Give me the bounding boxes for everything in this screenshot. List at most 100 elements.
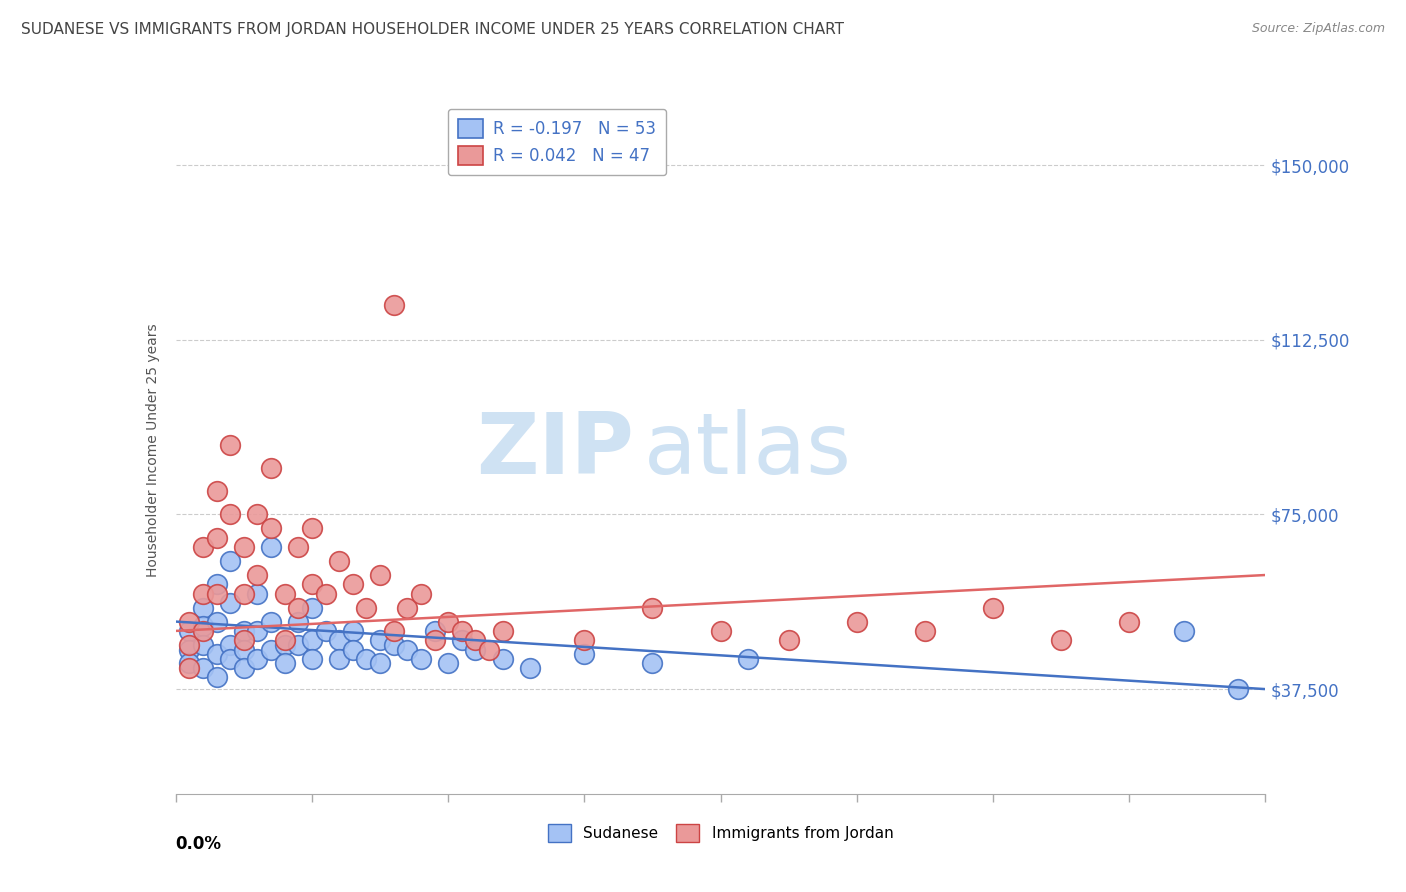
Point bbox=[232, 642, 254, 657]
Point bbox=[179, 657, 201, 671]
Point bbox=[205, 615, 228, 629]
Point bbox=[179, 624, 201, 638]
Point bbox=[382, 638, 405, 652]
Point bbox=[232, 633, 254, 648]
Point bbox=[287, 540, 309, 554]
Point bbox=[205, 670, 228, 684]
Text: ZIP: ZIP bbox=[475, 409, 633, 492]
Text: SUDANESE VS IMMIGRANTS FROM JORDAN HOUSEHOLDER INCOME UNDER 25 YEARS CORRELATION: SUDANESE VS IMMIGRANTS FROM JORDAN HOUSE… bbox=[21, 22, 844, 37]
Point bbox=[205, 531, 228, 545]
Point bbox=[464, 642, 486, 657]
Point bbox=[328, 652, 350, 666]
Point bbox=[260, 461, 283, 475]
Point bbox=[464, 633, 486, 648]
Point bbox=[409, 652, 432, 666]
Point bbox=[246, 587, 269, 601]
Point bbox=[356, 652, 378, 666]
Point bbox=[191, 600, 214, 615]
Point bbox=[315, 587, 337, 601]
Point bbox=[382, 298, 405, 312]
Point bbox=[205, 484, 228, 499]
Point bbox=[260, 540, 283, 554]
Point bbox=[450, 633, 472, 648]
Point bbox=[342, 642, 364, 657]
Point bbox=[845, 615, 868, 629]
Point bbox=[710, 624, 733, 638]
Point bbox=[641, 657, 664, 671]
Point bbox=[219, 437, 242, 451]
Point bbox=[260, 521, 283, 535]
Point bbox=[260, 642, 283, 657]
Point bbox=[574, 647, 596, 661]
Point bbox=[179, 615, 201, 629]
Point bbox=[232, 540, 254, 554]
Point bbox=[423, 624, 446, 638]
Point bbox=[205, 587, 228, 601]
Point bbox=[914, 624, 936, 638]
Point bbox=[219, 596, 242, 610]
Point bbox=[205, 647, 228, 661]
Point bbox=[260, 615, 283, 629]
Point bbox=[274, 657, 297, 671]
Point bbox=[1050, 633, 1073, 648]
Point bbox=[328, 633, 350, 648]
Point bbox=[232, 587, 254, 601]
Point bbox=[219, 652, 242, 666]
Point bbox=[492, 624, 515, 638]
Point bbox=[287, 600, 309, 615]
Point bbox=[274, 638, 297, 652]
Point bbox=[246, 624, 269, 638]
Point bbox=[232, 624, 254, 638]
Point bbox=[301, 633, 323, 648]
Point bbox=[478, 642, 501, 657]
Point bbox=[1118, 615, 1140, 629]
Point bbox=[368, 657, 391, 671]
Point bbox=[301, 600, 323, 615]
Text: 0.0%: 0.0% bbox=[176, 835, 222, 853]
Point bbox=[382, 624, 405, 638]
Point bbox=[287, 615, 309, 629]
Point bbox=[315, 624, 337, 638]
Point bbox=[191, 661, 214, 675]
Point bbox=[191, 540, 214, 554]
Text: Source: ZipAtlas.com: Source: ZipAtlas.com bbox=[1251, 22, 1385, 36]
Point bbox=[179, 638, 201, 652]
Point bbox=[450, 624, 472, 638]
Point bbox=[246, 652, 269, 666]
Point bbox=[301, 521, 323, 535]
Point bbox=[437, 657, 460, 671]
Point bbox=[219, 638, 242, 652]
Point bbox=[409, 587, 432, 601]
Point bbox=[641, 600, 664, 615]
Point bbox=[519, 661, 541, 675]
Point bbox=[328, 554, 350, 568]
Point bbox=[492, 652, 515, 666]
Point bbox=[342, 624, 364, 638]
Point bbox=[574, 633, 596, 648]
Point bbox=[1173, 624, 1195, 638]
Point bbox=[246, 568, 269, 582]
Legend: Sudanese, Immigrants from Jordan: Sudanese, Immigrants from Jordan bbox=[541, 818, 900, 848]
Point bbox=[191, 587, 214, 601]
Point bbox=[205, 577, 228, 591]
Text: atlas: atlas bbox=[644, 409, 852, 492]
Point bbox=[191, 619, 214, 633]
Point bbox=[219, 554, 242, 568]
Point bbox=[246, 508, 269, 522]
Point bbox=[423, 633, 446, 648]
Point bbox=[232, 661, 254, 675]
Point bbox=[368, 568, 391, 582]
Point bbox=[981, 600, 1004, 615]
Point bbox=[737, 652, 759, 666]
Point bbox=[342, 577, 364, 591]
Point bbox=[287, 638, 309, 652]
Point bbox=[396, 600, 419, 615]
Point bbox=[396, 642, 419, 657]
Point bbox=[274, 633, 297, 648]
Point bbox=[778, 633, 800, 648]
Point bbox=[301, 652, 323, 666]
Point bbox=[274, 587, 297, 601]
Point bbox=[356, 600, 378, 615]
Point bbox=[179, 661, 201, 675]
Point bbox=[191, 638, 214, 652]
